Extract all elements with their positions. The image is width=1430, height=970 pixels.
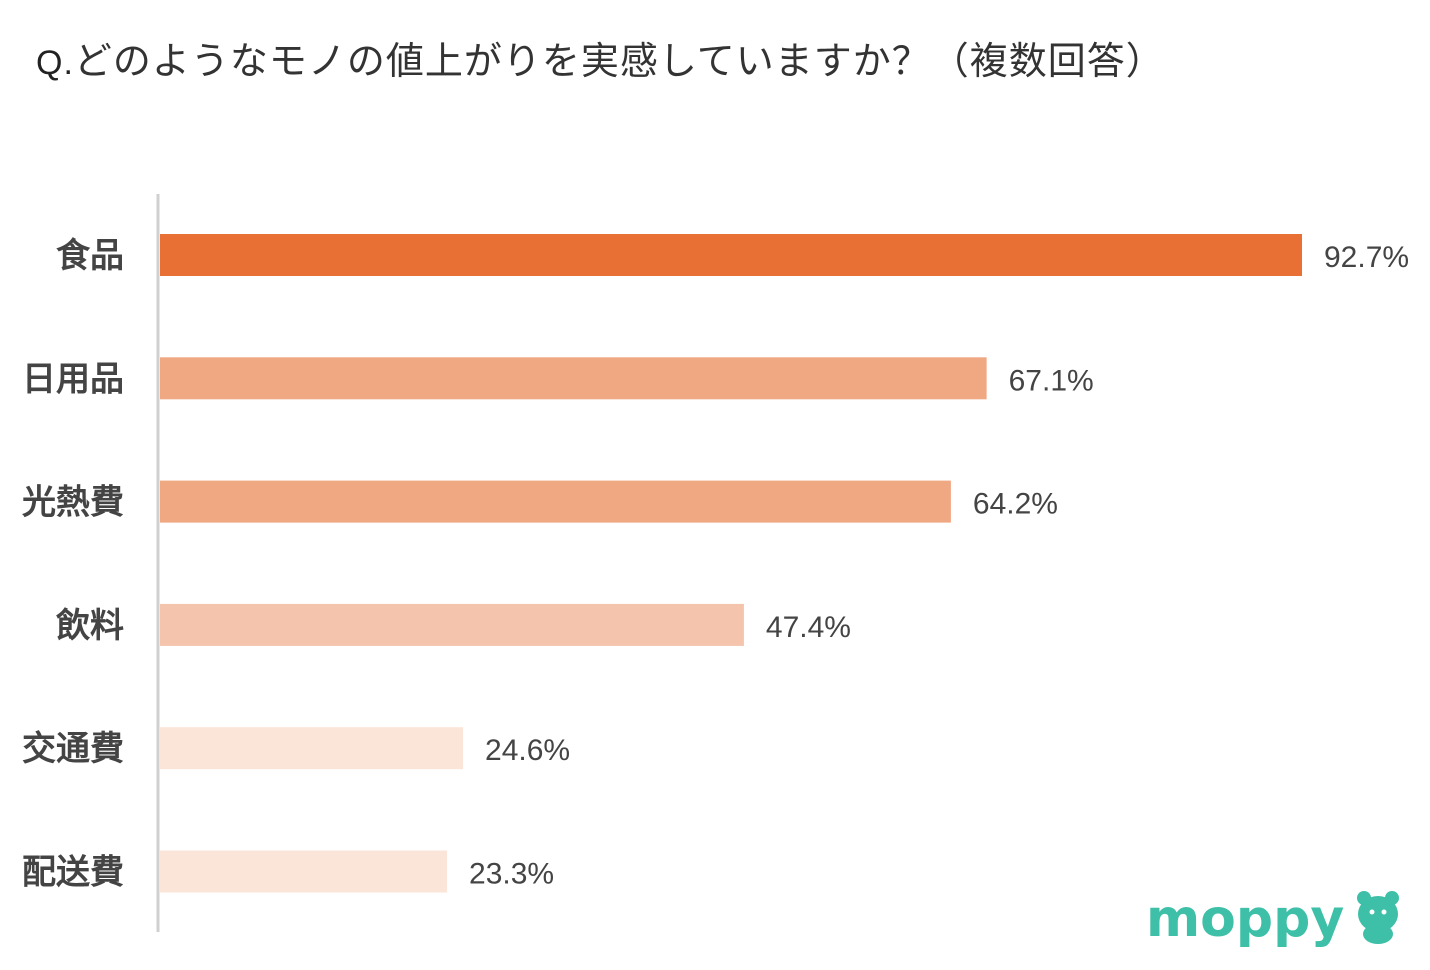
chart-title: Q.どのようなモノの値上がりを実感していますか？（複数回答） [36, 30, 1165, 85]
value-label: 64.2% [973, 488, 1058, 521]
bar-1 [160, 234, 1302, 276]
value-label: 92.7% [1324, 241, 1409, 274]
logo-text: moppy [1146, 889, 1344, 948]
category-label: 日用品 [22, 359, 124, 399]
bars-group: 食品 92.7% 日用品 67.1% 光熱費 64.2% 飲料 47.4% 交通費 24.6% 配送… [22, 234, 1409, 893]
mascot-icon [1357, 891, 1399, 944]
bar-5 [160, 727, 464, 770]
category-label: 交通費 [22, 729, 124, 769]
category-label: 配送費 [22, 853, 124, 893]
category-label: 飲料 [56, 606, 124, 646]
bar-4 [160, 603, 744, 646]
category-label: 光熱費 [22, 483, 124, 523]
category-label: 食品 [56, 236, 124, 276]
bar-2 [160, 357, 987, 400]
value-label: 47.4% [766, 611, 851, 644]
value-label: 23.3% [469, 858, 554, 891]
title-text: どのようなモノの値上がりを実感していますか？（複数回答） [73, 39, 1165, 83]
bar-3 [160, 480, 951, 523]
value-label: 24.6% [485, 734, 570, 767]
moppy-logo: moppy [1146, 888, 1406, 952]
title-prefix: Q. [36, 44, 74, 82]
bar-6 [160, 850, 448, 893]
value-label: 67.1% [1009, 364, 1094, 397]
logo-graphic: moppy [1146, 889, 1399, 949]
